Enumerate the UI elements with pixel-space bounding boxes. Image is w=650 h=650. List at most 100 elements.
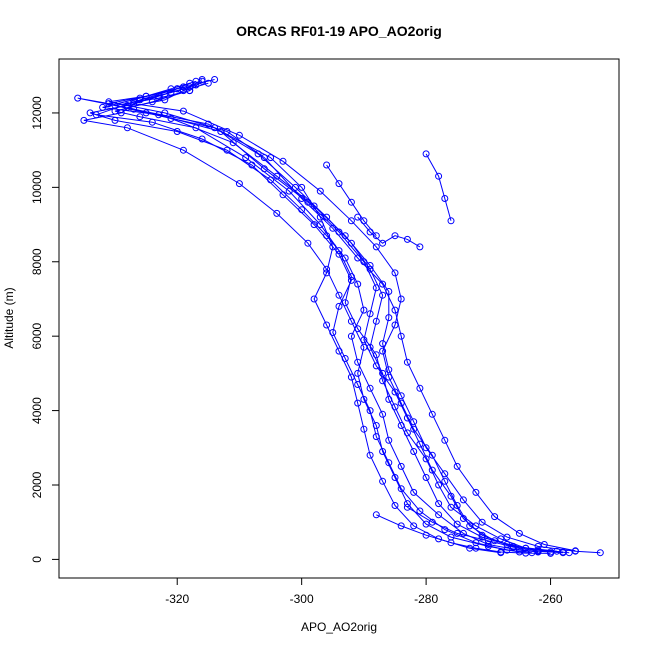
data-point <box>310 202 318 210</box>
data-point <box>354 280 362 288</box>
data-point <box>503 533 511 541</box>
data-point <box>453 529 461 537</box>
data-point <box>372 232 380 240</box>
data-point <box>366 310 374 318</box>
data-point <box>347 198 355 206</box>
data-point <box>192 77 200 85</box>
data-point <box>397 422 405 429</box>
data-point <box>242 154 250 162</box>
x-axis: -320 -300 -280 -260 <box>165 577 563 606</box>
data-point <box>379 377 387 385</box>
data-point <box>279 191 287 199</box>
y-tick-label: 8000 <box>30 248 44 275</box>
y-axis: 0 2000 4000 6000 8000 10000 12000 <box>30 96 60 563</box>
data-point <box>223 128 231 135</box>
series-line <box>89 82 539 553</box>
data-point <box>186 83 194 91</box>
y-tick-label: 10000 <box>30 170 44 204</box>
data-point <box>248 161 256 169</box>
data-point <box>142 109 150 117</box>
data-point <box>410 448 418 455</box>
data-point <box>229 139 237 147</box>
data-point <box>515 529 523 537</box>
y-tick-label: 6000 <box>30 323 44 350</box>
data-point <box>323 269 331 277</box>
data-point <box>198 76 206 83</box>
data-point <box>410 425 418 433</box>
data-point <box>435 172 443 180</box>
data-point <box>397 332 405 340</box>
data-point <box>186 87 194 95</box>
data-point <box>522 549 530 557</box>
series-line <box>407 506 564 554</box>
data-point <box>372 317 380 325</box>
data-point <box>310 221 318 229</box>
y-tick-label: 4000 <box>30 397 44 424</box>
data-point <box>379 477 387 485</box>
data-point <box>447 503 455 511</box>
data-point <box>403 358 411 366</box>
data-point <box>478 518 486 526</box>
data-point <box>547 549 555 557</box>
data-point <box>410 418 418 426</box>
data-point <box>105 98 113 106</box>
data-point <box>472 544 480 552</box>
series-line <box>127 82 601 554</box>
data-point <box>391 232 399 240</box>
data-point <box>372 511 380 519</box>
data-point <box>347 317 355 325</box>
data-point <box>478 533 486 541</box>
data-point <box>323 161 331 169</box>
data-point <box>347 373 355 381</box>
data-point <box>354 254 362 262</box>
data-point <box>385 373 393 381</box>
data-point <box>360 343 368 351</box>
data-point <box>179 107 187 115</box>
data-point <box>534 547 542 555</box>
data-point <box>366 384 374 392</box>
data-point <box>273 172 281 180</box>
data-point <box>422 150 430 158</box>
data-point <box>74 94 82 102</box>
data-point <box>397 462 405 470</box>
data-point <box>441 477 449 485</box>
data-point <box>366 262 374 269</box>
data-point <box>385 314 393 322</box>
y-axis-title: Altitude (m) <box>2 287 16 348</box>
data-point <box>459 496 467 504</box>
data-point <box>335 250 343 258</box>
data-point <box>403 503 411 511</box>
series-line <box>425 153 452 221</box>
data-point <box>204 79 212 87</box>
data-point <box>372 422 380 429</box>
data-point <box>422 444 430 452</box>
data-point <box>416 384 424 392</box>
data-point <box>441 195 449 202</box>
x-tick-label: -320 <box>165 592 189 606</box>
data-point <box>596 549 604 557</box>
data-point <box>435 511 443 519</box>
data-point <box>416 243 424 251</box>
data-point <box>422 455 430 463</box>
data-point <box>347 276 355 284</box>
data-point <box>435 500 443 508</box>
data-point <box>347 217 355 225</box>
data-point <box>372 243 380 251</box>
data-point <box>391 502 399 509</box>
series-line <box>83 88 520 553</box>
data-point <box>379 239 387 247</box>
data-point <box>354 213 362 221</box>
data-point <box>559 549 567 557</box>
data-point <box>379 291 387 299</box>
data-point <box>491 513 499 521</box>
series-line <box>376 514 551 554</box>
data-point <box>397 522 405 530</box>
plot-frame <box>58 58 620 579</box>
y-tick-label: 2000 <box>30 471 44 498</box>
data-point <box>335 291 343 299</box>
x-axis-title: APO_AO2orig <box>301 620 377 634</box>
data-point <box>329 224 337 232</box>
data-point <box>379 340 387 348</box>
data-point <box>391 474 399 481</box>
data-point <box>298 195 306 202</box>
